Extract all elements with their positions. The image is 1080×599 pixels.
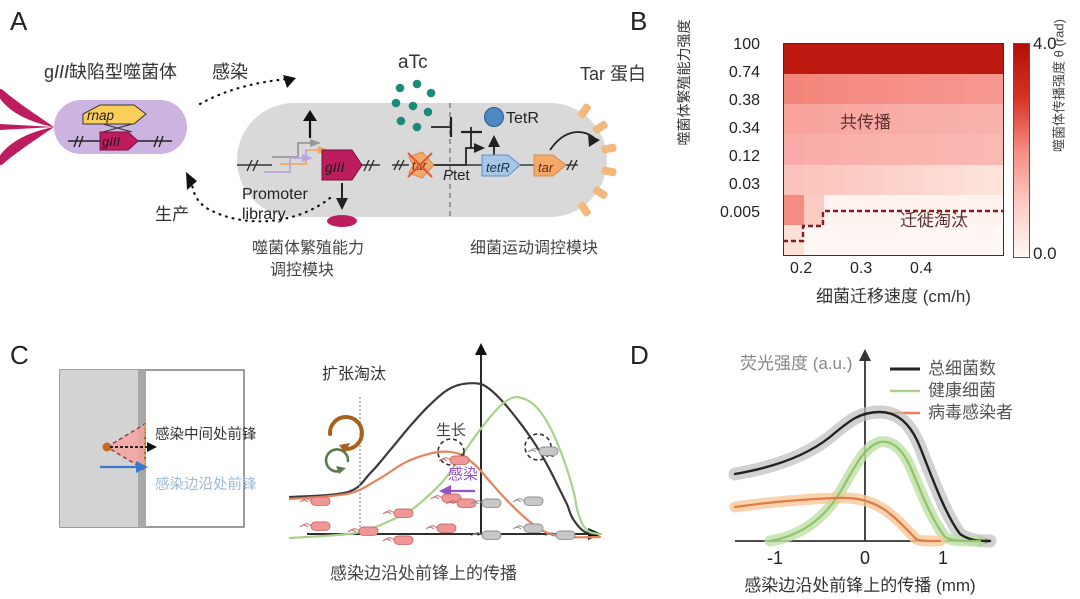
svg-text:0: 0 xyxy=(860,548,870,568)
svg-text:扩张淘汰: 扩张淘汰 xyxy=(322,365,386,383)
svg-text:tetR: tetR xyxy=(486,160,510,175)
svg-text:生产: 生产 xyxy=(155,205,189,224)
svg-text:Promoter: Promoter xyxy=(242,186,308,203)
svg-text:gIII: gIII xyxy=(102,134,120,149)
svg-text:感染边沿处前锋上的传播: 感染边沿处前锋上的传播 xyxy=(330,564,517,583)
svg-text:细菌运动调控模块: 细菌运动调控模块 xyxy=(470,239,598,257)
svg-text:感染: 感染 xyxy=(212,62,248,82)
svg-text:感染: 感染 xyxy=(448,466,478,483)
svg-text:gIII缺陷型噬菌体: gIII缺陷型噬菌体 xyxy=(44,62,177,82)
svg-text:感染边沿处前锋: 感染边沿处前锋 xyxy=(155,476,257,493)
svg-text:TetR: TetR xyxy=(506,110,539,127)
svg-text:感染中间处前锋: 感染中间处前锋 xyxy=(155,426,257,443)
svg-text:1: 1 xyxy=(938,548,948,568)
svg-text:Tar 蛋白: Tar 蛋白 xyxy=(580,64,646,84)
svg-text:Ptet: Ptet xyxy=(443,167,471,184)
svg-text:aTc: aTc xyxy=(398,52,428,73)
svg-text:-1: -1 xyxy=(767,548,783,568)
svg-text:gIII: gIII xyxy=(325,159,345,175)
svg-text:rnap: rnap xyxy=(87,108,115,123)
svg-text:健康细菌: 健康细菌 xyxy=(928,381,996,400)
svg-text:生长: 生长 xyxy=(436,422,466,439)
svg-text:调控模块: 调控模块 xyxy=(270,261,334,279)
svg-text:tar: tar xyxy=(538,160,554,175)
svg-text:总细菌数: 总细菌数 xyxy=(928,359,996,378)
svg-text:library: library xyxy=(242,206,286,223)
svg-text:病毒感染者: 病毒感染者 xyxy=(928,403,1013,422)
svg-text:感染边沿处前锋上的传播 (mm): 感染边沿处前锋上的传播 (mm) xyxy=(744,576,975,595)
svg-text:噬菌体繁殖能力: 噬菌体繁殖能力 xyxy=(252,239,364,257)
svg-text:荧光强度 (a.u.): 荧光强度 (a.u.) xyxy=(740,354,852,373)
